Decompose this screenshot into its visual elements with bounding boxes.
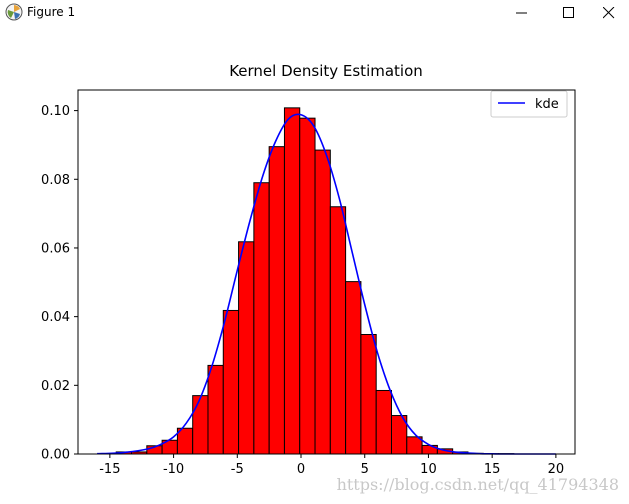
legend-kde-label: kde [535,97,559,112]
histogram-bar [329,206,347,455]
y-tick-label: 0.00 [41,448,70,463]
histogram-bar [314,149,331,455]
legend-box [490,90,568,118]
close-button[interactable] [587,0,629,26]
histogram-bar [283,107,301,455]
x-tick-label: 20 [548,462,565,477]
y-tick-label: 0.08 [41,173,70,188]
histogram-bar [299,117,316,455]
x-tick-label: 0 [297,462,305,477]
watermark-text: https://blog.csdn.net/qq_41794348 [336,475,619,494]
close-icon [603,7,615,19]
maximize-icon [563,7,574,18]
histogram-bar [222,309,240,455]
histogram-bar [360,333,377,455]
window-titlebar: Figure 1 [0,0,629,26]
histogram-bar [375,389,392,455]
x-axis: -15 -10 -5 0 5 10 15 20 [99,454,564,477]
histogram-bar [192,395,209,455]
histogram-bar [238,241,255,455]
histogram-bar [268,146,285,455]
histogram-bars [115,107,515,455]
x-tick-label: -10 [163,462,184,477]
y-tick-label: 0.06 [41,241,70,256]
window-title: Figure 1 [27,5,76,19]
y-tick-label: 0.02 [41,379,70,394]
chart-canvas: Kernel Density Estimation -15 -10 -5 0 5 10 15… [41,62,576,477]
x-tick-label: 10 [420,462,437,477]
x-tick-label: -5 [231,462,244,477]
y-tick-label: 0.04 [41,310,70,325]
y-axis: 0.00 0.02 0.04 0.06 0.08 0.10 [41,104,78,463]
minimize-button[interactable] [500,0,544,26]
legend: kde [490,90,568,118]
histogram-bar [345,281,362,455]
histogram-bar [207,364,224,455]
matplotlib-figure-icon [5,3,23,21]
chart-title: Kernel Density Estimation [229,62,423,80]
minimize-icon [516,12,527,14]
x-tick-label: 15 [484,462,501,477]
x-tick-label: 5 [361,462,369,477]
histogram-bar [253,182,270,455]
y-tick-label: 0.10 [41,104,70,119]
kde-curve [97,113,556,455]
x-tick-label: -15 [99,462,120,477]
plot-frame [77,89,576,455]
maximize-button[interactable] [547,0,591,26]
